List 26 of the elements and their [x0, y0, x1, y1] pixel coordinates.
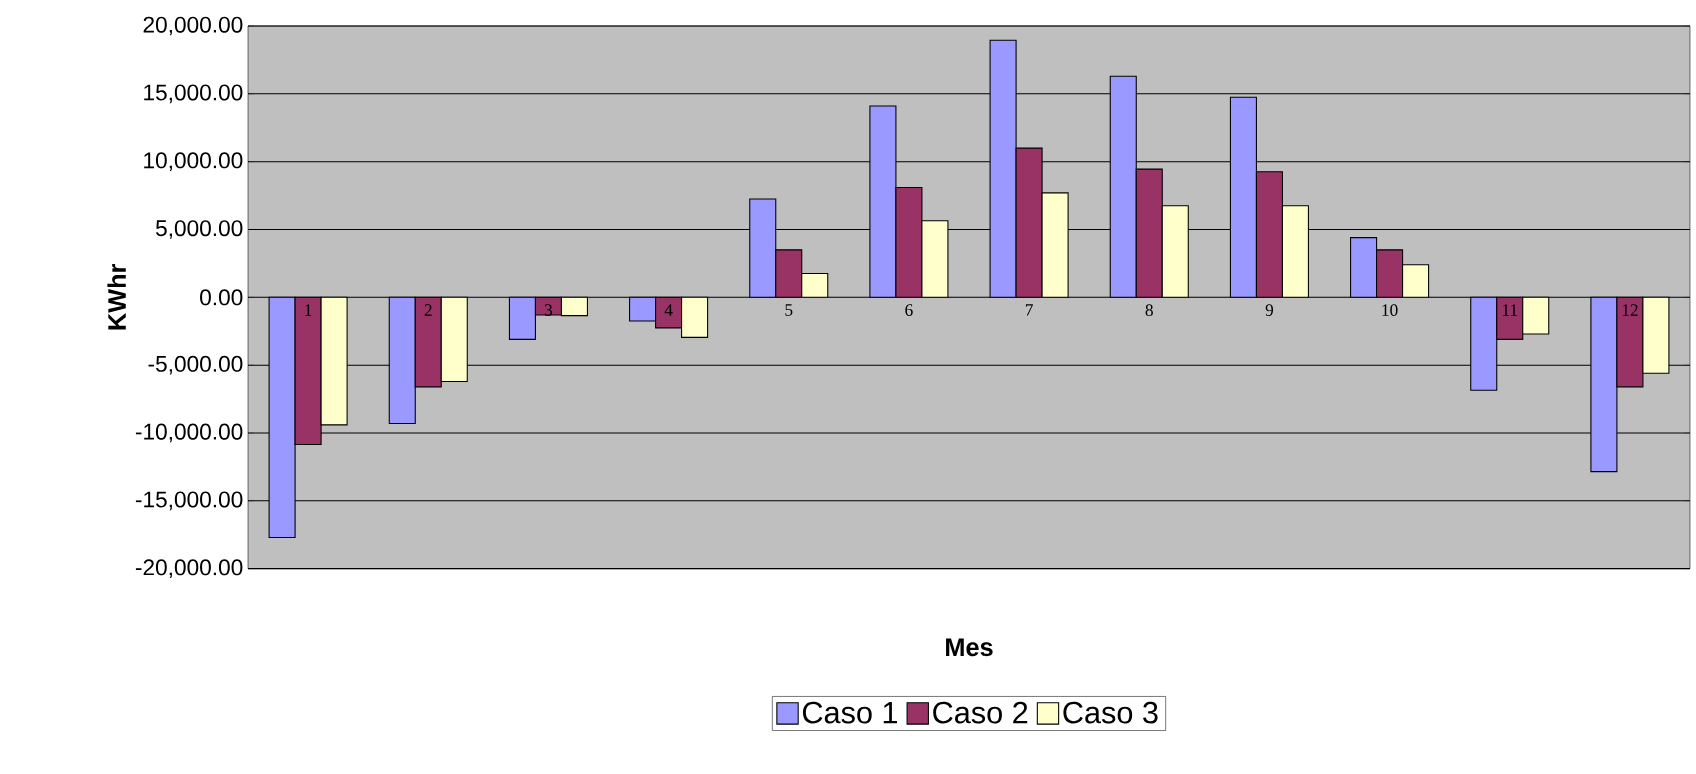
legend-label: Caso 3 — [1063, 701, 1158, 724]
x-tick-label: 4 — [664, 304, 673, 316]
y-tick-label: 20,000.00 — [143, 16, 243, 36]
y-tick-label: 0.00 — [200, 289, 243, 306]
y-tick-label: -5,000.00 — [148, 355, 243, 375]
legend-label: Caso 2 — [933, 701, 1028, 724]
x-tick-label: 9 — [1265, 304, 1274, 316]
x-tick-label: 5 — [785, 304, 793, 316]
x-tick-label: 7 — [1025, 304, 1033, 316]
x-tick-label: 8 — [1145, 304, 1153, 316]
x-tick-label: 10 — [1382, 304, 1398, 316]
x-tick-label: 1 — [305, 304, 312, 316]
x-tick-label: 2 — [424, 304, 432, 316]
x-axis-title: Mes — [946, 638, 993, 657]
y-tick-label: -15,000.00 — [135, 491, 243, 511]
y-tick-label: -20,000.00 — [135, 559, 243, 579]
x-tick-label: 3 — [544, 304, 553, 316]
y-tick-label: 5,000.00 — [155, 220, 243, 239]
y-tick-label: -10,000.00 — [135, 423, 243, 443]
legend-label: Caso 1 — [802, 701, 898, 724]
x-tick-label: 11 — [1502, 304, 1518, 316]
y-axis-title: KWhr — [107, 263, 126, 330]
x-tick-label: 12 — [1622, 304, 1638, 316]
y-tick-label: 10,000.00 — [144, 152, 243, 172]
y-tick-label: 15,000.00 — [144, 84, 243, 104]
x-tick-label: 6 — [905, 304, 913, 316]
